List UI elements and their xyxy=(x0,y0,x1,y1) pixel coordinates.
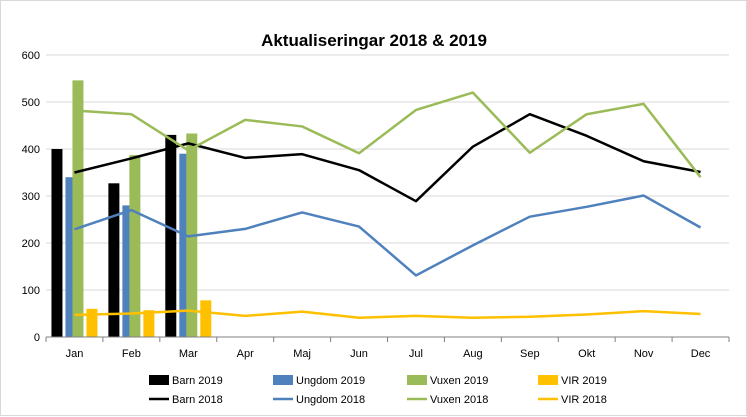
line-ungdom-2018 xyxy=(74,194,702,277)
legend-swatch-ungdom-2019 xyxy=(273,375,293,385)
y-tick-label: 200 xyxy=(22,238,40,250)
bar-barn-2019-mar xyxy=(165,134,177,337)
legend-label: VIR 2019 xyxy=(561,375,607,387)
legend-label: Ungdom 2019 xyxy=(296,375,365,387)
bar-vir-2019-feb xyxy=(143,310,155,337)
bar-barn-2019-feb xyxy=(108,183,120,337)
y-tick-label: 100 xyxy=(22,285,40,297)
bar-vir-2019-mar xyxy=(200,300,212,337)
y-tick-label: 300 xyxy=(22,191,40,203)
x-tick-label: Jul xyxy=(409,348,423,360)
x-tick-label: Nov xyxy=(634,348,654,360)
x-tick-label: Feb xyxy=(122,348,141,360)
y-tick-label: 0 xyxy=(34,332,40,344)
legend-swatch-vuxen-2019 xyxy=(407,375,427,385)
x-tick-label: Jun xyxy=(350,348,368,360)
legend-label: Ungdom 2018 xyxy=(296,394,365,406)
legend-label: VIR 2018 xyxy=(561,394,607,406)
legend-label: Barn 2019 xyxy=(172,375,223,387)
bar-vuxen-2019-jan xyxy=(72,80,84,337)
x-tick-label: Maj xyxy=(293,348,311,360)
bar-ungdom-2019-jan xyxy=(65,177,77,337)
x-tick-label: Dec xyxy=(691,348,711,360)
line-barn-2018 xyxy=(74,112,701,203)
legend-label: Barn 2018 xyxy=(172,394,223,406)
bar-barn-2019-jan xyxy=(51,149,63,337)
bar-ungdom-2019-mar xyxy=(179,153,191,337)
legend-label: Vuxen 2019 xyxy=(430,375,488,387)
line-vuxen-2018 xyxy=(74,91,702,178)
x-tick-label: Apr xyxy=(237,348,254,360)
line-vir-2018 xyxy=(74,309,701,319)
x-tick-label: Mar xyxy=(179,348,198,360)
x-tick-label: Aug xyxy=(463,348,483,360)
x-tick-label: Okt xyxy=(578,348,595,360)
y-tick-label: 500 xyxy=(22,97,40,109)
x-tick-label: Sep xyxy=(520,348,540,360)
chart-title: Aktualiseringar 2018 & 2019 xyxy=(261,31,487,50)
bar-ungdom-2019-feb xyxy=(122,205,134,337)
bar-vuxen-2019-feb xyxy=(129,155,141,337)
y-tick-label: 600 xyxy=(22,50,40,62)
x-tick-label: Jan xyxy=(66,348,84,360)
legend-swatch-barn-2019 xyxy=(149,375,169,385)
bar-vir-2019-jan xyxy=(86,308,98,337)
legend-swatch-vir-2019 xyxy=(538,375,558,385)
legend-label: Vuxen 2018 xyxy=(430,394,488,406)
y-tick-label: 400 xyxy=(22,144,40,156)
